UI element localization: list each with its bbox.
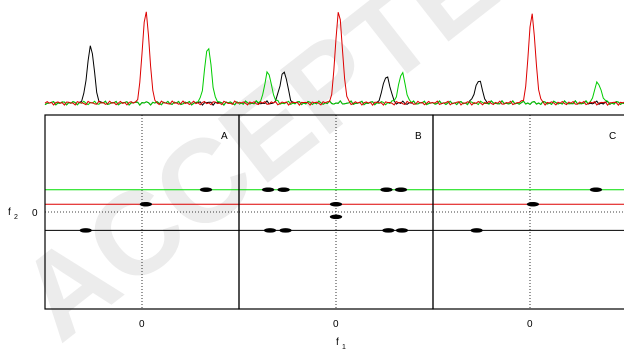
trace-black-panel-c <box>432 80 624 106</box>
peak-marker <box>395 228 409 233</box>
panel-frame <box>432 114 624 310</box>
peak-marker <box>526 201 540 207</box>
x-tick-label-zero: 0 <box>527 319 533 330</box>
trace-red-panel-a <box>44 11 240 106</box>
peak-marker <box>261 187 275 192</box>
y-tick-label-zero: 0 <box>32 208 38 219</box>
x-tick-label-zero: 0 <box>139 319 145 330</box>
peak-marker <box>279 228 292 233</box>
peak-marker <box>589 187 603 192</box>
panel-a: A0 <box>44 114 240 330</box>
peak-marker <box>380 187 393 192</box>
peak-marker <box>470 228 483 233</box>
x-tick-label-zero: 0 <box>333 319 339 330</box>
y-axis-label: f <box>8 207 11 218</box>
trace-green-panel-c <box>432 80 624 106</box>
trace-red-panel-c <box>432 13 624 107</box>
peak-marker <box>139 201 153 207</box>
peak-marker <box>263 228 277 233</box>
x-axis-label-subscript: 1 <box>342 344 346 351</box>
panel-label: A <box>221 131 228 142</box>
panel-c: C0 <box>432 114 624 330</box>
panel-label: B <box>415 131 422 142</box>
peak-marker <box>79 228 92 233</box>
trace-red-panel-b <box>238 12 434 107</box>
panel-label: C <box>609 131 616 142</box>
watermark: ACCEPTED <box>0 0 587 351</box>
peak-marker <box>382 228 395 233</box>
peak-marker <box>199 187 213 192</box>
panel-b: B0 <box>238 114 434 330</box>
trace-green-panel-a <box>44 47 240 106</box>
peak-marker <box>329 214 343 220</box>
y-axis-label-subscript: 2 <box>14 214 18 221</box>
watermark-text: ACCEPTED <box>0 0 587 351</box>
x-axis-label: f <box>336 337 339 348</box>
projection-traces <box>44 11 624 107</box>
peak-marker <box>277 187 290 192</box>
trace-green-panel-b <box>238 70 434 106</box>
axes: f 2 0 f 1 <box>8 207 346 351</box>
peak-marker <box>394 187 408 192</box>
peak-marker <box>329 201 343 207</box>
